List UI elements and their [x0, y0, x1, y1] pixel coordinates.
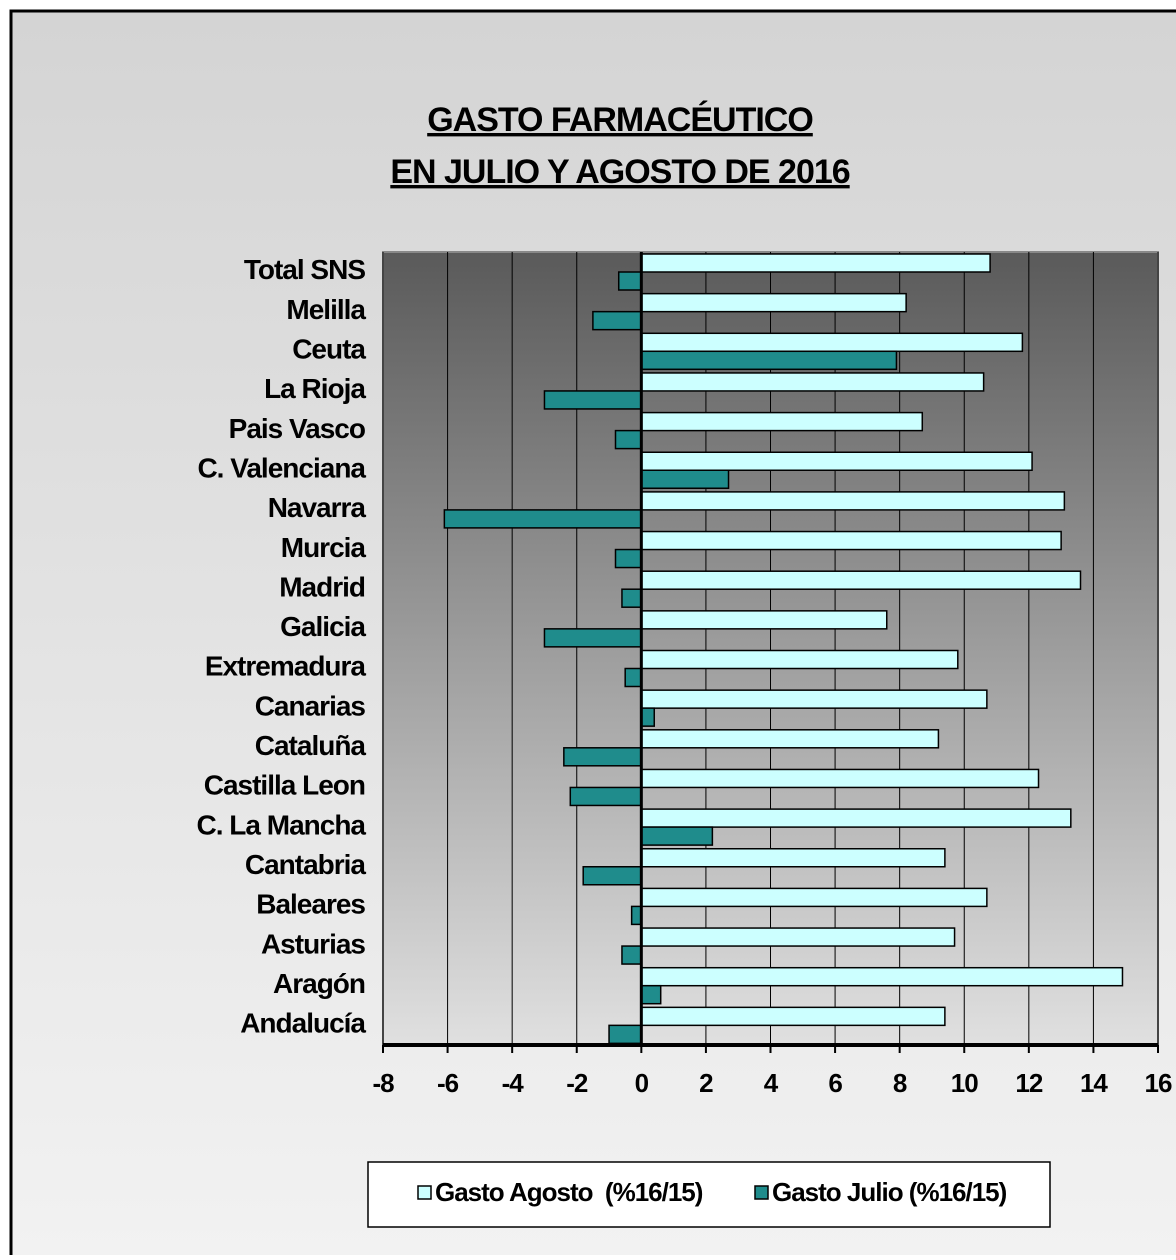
x-tick-label: 8: [893, 1068, 907, 1098]
bar: [443, 509, 643, 529]
title: GASTO FARMACÉUTICO EN JULIO Y AGOSTO DE 2…: [390, 101, 850, 191]
bar: [592, 310, 643, 331]
bar: [621, 588, 643, 608]
x-tick-label: 0: [635, 1068, 649, 1098]
x-tick-label: 6: [828, 1068, 842, 1098]
legend-swatch: [417, 1185, 432, 1200]
x-tick-label: 16: [1145, 1068, 1172, 1098]
bar: [640, 332, 1024, 353]
bar: [543, 628, 643, 648]
bar: [640, 768, 1040, 789]
bar: [640, 707, 655, 727]
y-tick-label: Murcia: [281, 532, 367, 563]
bar: [608, 1024, 643, 1045]
bar: [640, 984, 662, 1005]
y-tick-label: Melilla: [286, 294, 366, 325]
bar: [640, 372, 985, 392]
bar: [640, 689, 988, 709]
bar: [614, 548, 643, 569]
bar: [624, 667, 643, 688]
legend: [367, 1161, 1051, 1228]
bar: [640, 253, 991, 273]
bar: [640, 808, 1072, 828]
y-tick-label: Cantabria: [245, 849, 367, 880]
bar: [640, 491, 1066, 511]
y-tick-label: La Rioja: [264, 373, 366, 404]
legend-label: Gasto Agosto (%16/15): [435, 1177, 703, 1207]
bar: [640, 469, 730, 489]
x-tick-label: 10: [951, 1068, 978, 1098]
y-tick-label: Galicia: [280, 611, 366, 642]
y-tick-label: Castilla Leon: [204, 770, 365, 801]
bar: [640, 848, 946, 868]
bar: [563, 747, 643, 767]
bar: [640, 350, 898, 371]
y-tick-label: Canarias: [255, 690, 366, 721]
bar: [640, 729, 940, 749]
bar: [640, 826, 714, 846]
bar: [582, 866, 643, 886]
y-tick-label: Cataluña: [255, 730, 367, 761]
bar: [640, 610, 888, 630]
bar: [543, 390, 643, 410]
bar: [640, 649, 959, 670]
y-tick-label: Andalucía: [240, 1008, 366, 1039]
y-tick-label: Asturias: [261, 928, 365, 959]
bar: [640, 570, 1082, 590]
legend-label: Gasto Julio (%16/15): [772, 1177, 1007, 1207]
y-tick-label: C. Valenciana: [197, 452, 366, 483]
y-tick-label: C. La Mancha: [197, 809, 367, 840]
bar: [614, 429, 643, 450]
x-tick-label: -4: [502, 1068, 525, 1098]
x-tick-label: -2: [566, 1068, 588, 1098]
bar: [640, 530, 1062, 551]
bar: [640, 411, 924, 432]
bar: [640, 887, 988, 908]
y-tick-label: Madrid: [279, 571, 365, 602]
y-tick-label: Baleares: [256, 889, 365, 920]
y-tick-label: Pais Vasco: [229, 413, 366, 444]
bar: [640, 292, 907, 313]
bar: [621, 945, 643, 965]
chart-title: EN JULIO Y AGOSTO DE 2016: [390, 153, 849, 191]
legend-swatch: [754, 1185, 769, 1200]
bar: [640, 1006, 946, 1027]
x-tick-label: 2: [699, 1068, 713, 1098]
x-tick-label: -8: [372, 1068, 394, 1098]
y-tick-label: Extremadura: [205, 651, 367, 682]
x-tick-label: 12: [1015, 1068, 1042, 1098]
y-tick-label: Aragón: [273, 968, 365, 999]
y-tick-label: Ceuta: [292, 334, 366, 365]
bar: [640, 451, 1033, 471]
y-tick-label: Total SNS: [244, 254, 365, 285]
x-tick-label: -6: [437, 1068, 459, 1098]
y-tick-label: Navarra: [268, 492, 367, 523]
bar: [617, 271, 643, 291]
x-tick-label: 14: [1080, 1068, 1108, 1098]
bar: [640, 927, 956, 947]
x-tick-label: 4: [764, 1068, 779, 1098]
chart-title: GASTO FARMACÉUTICO: [427, 101, 813, 139]
bar: [569, 786, 643, 807]
bar: [640, 966, 1124, 987]
